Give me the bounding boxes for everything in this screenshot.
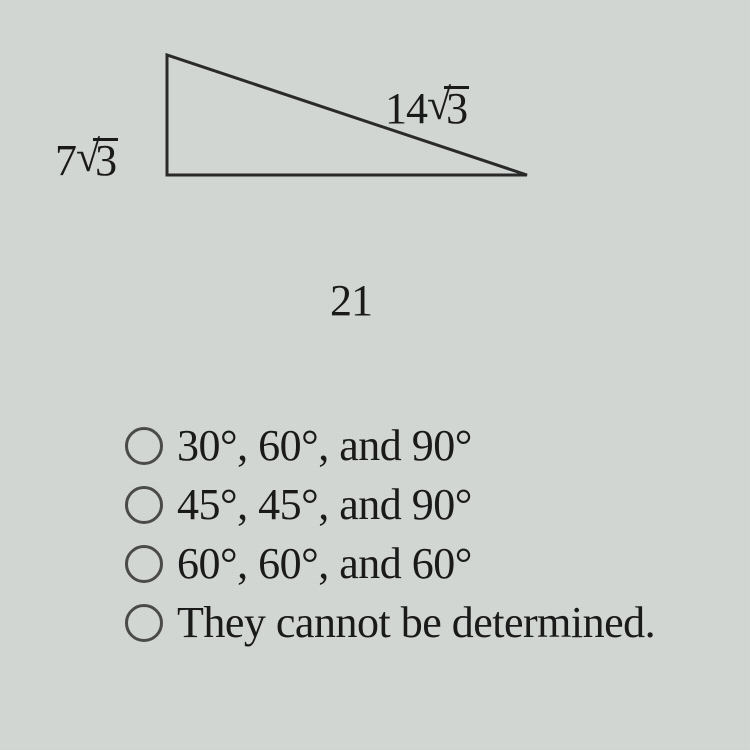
base-label: 21: [330, 275, 372, 326]
option-b[interactable]: 45°, 45°, and 90°: [125, 479, 655, 530]
radio-icon[interactable]: [125, 427, 163, 465]
triangle-shape: [157, 45, 557, 205]
option-d[interactable]: They cannot be determined.: [125, 597, 655, 648]
triangle-diagram: 7 √ 3 14 √ 3 21: [85, 35, 605, 315]
option-c-text: 60°, 60°, and 60°: [177, 538, 472, 589]
hypotenuse-label: 14 √ 3: [385, 83, 469, 134]
option-c[interactable]: 60°, 60°, and 60°: [125, 538, 655, 589]
radio-icon[interactable]: [125, 604, 163, 642]
left-radicand: 3: [93, 138, 118, 181]
option-b-text: 45°, 45°, and 90°: [177, 479, 472, 530]
option-a-text: 30°, 60°, and 90°: [177, 420, 472, 471]
option-a[interactable]: 30°, 60°, and 90°: [125, 420, 655, 471]
hyp-radicand: 3: [444, 86, 469, 129]
radio-icon[interactable]: [125, 486, 163, 524]
left-coeff: 7: [55, 135, 76, 186]
left-side-label: 7 √ 3: [55, 135, 118, 186]
radio-icon[interactable]: [125, 545, 163, 583]
answer-options: 30°, 60°, and 90° 45°, 45°, and 90° 60°,…: [125, 420, 655, 656]
hyp-coeff: 14: [385, 83, 427, 134]
option-d-text: They cannot be determined.: [177, 597, 655, 648]
